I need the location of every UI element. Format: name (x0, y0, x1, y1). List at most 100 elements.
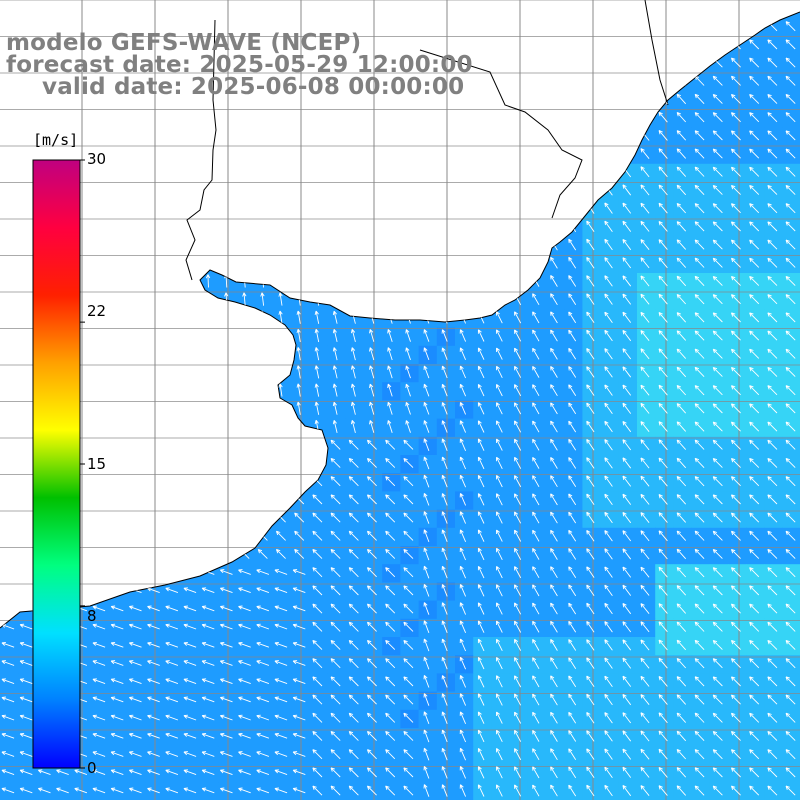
wind-arrow (749, 658, 760, 669)
wind-arrow (785, 476, 796, 487)
wind-arrow (348, 439, 359, 450)
wind-arrow (676, 439, 687, 450)
wind-arrow (712, 603, 723, 614)
wind-arrow (550, 293, 558, 306)
wind-arrow (128, 714, 142, 721)
wind-arrow (496, 657, 503, 670)
wind-arrow (459, 766, 467, 779)
wind-arrow (730, 330, 741, 341)
wind-arrow (604, 275, 613, 287)
wind-arrow (110, 732, 124, 739)
wind-arrow (314, 347, 320, 361)
wind-arrow (387, 383, 393, 397)
wind-arrow (441, 365, 448, 379)
wind-arrow (622, 293, 632, 305)
wind-arrow (532, 566, 540, 579)
wind-arrow (622, 493, 632, 505)
wind-arrow (767, 676, 778, 687)
wind-arrow (423, 583, 430, 597)
wind-arrow (568, 457, 577, 469)
wind-arrow (294, 530, 305, 541)
wind-arrow (423, 438, 430, 452)
wind-arrow (568, 620, 577, 633)
wind-arrow (219, 623, 233, 630)
wind-arrow (314, 401, 320, 415)
wind-arrow (749, 239, 760, 250)
wind-arrow (238, 714, 251, 721)
wind-arrow (550, 584, 558, 597)
wind-arrow (767, 603, 778, 614)
wind-arrow (92, 787, 106, 794)
wind-arrow (694, 530, 705, 541)
wind-arrow (622, 275, 632, 287)
model-title: modelo GEFS-WAVE (NCEP) (6, 30, 362, 56)
wind-arrow (312, 658, 323, 669)
wind-arrow (604, 566, 613, 578)
wind-arrow (694, 712, 705, 723)
wind-arrow (274, 660, 288, 666)
wind-arrow (385, 512, 396, 523)
wind-arrow (676, 421, 687, 432)
wind-arrow (550, 329, 558, 342)
wind-arrow (785, 312, 796, 323)
wind-arrow (712, 239, 723, 250)
wind-arrow (459, 675, 467, 688)
wind-arrow (459, 547, 467, 561)
wind-arrow (514, 511, 522, 524)
wind-arrow (441, 456, 448, 470)
wind-arrow (550, 766, 558, 779)
wind-arrow (496, 329, 503, 342)
wind-arrow (314, 383, 320, 397)
wind-arrow (568, 438, 577, 451)
wind-arrow (496, 729, 503, 743)
wind-arrow (767, 403, 778, 414)
wind-arrow (694, 767, 705, 778)
wind-arrow (330, 476, 341, 487)
wind-arrow (385, 439, 396, 450)
wind-arrow (676, 130, 687, 141)
wind-arrow (330, 494, 341, 505)
wind-arrow (514, 566, 522, 579)
wind-arrow (640, 330, 650, 341)
wind-arrow (183, 623, 197, 630)
wind-arrow (496, 511, 503, 524)
wind-arrow (785, 75, 796, 86)
wind-arrow (604, 329, 613, 342)
wind-arrow (292, 696, 306, 703)
wind-arrow (459, 638, 467, 652)
wind-arrow (110, 641, 124, 648)
wind-arrow (767, 130, 778, 141)
wind-arrow (147, 605, 160, 612)
wind-arrow (767, 567, 778, 578)
wind-arrow (749, 676, 760, 687)
wind-arrow (785, 93, 796, 104)
wind-arrow (712, 639, 723, 650)
wind-arrow (56, 787, 69, 794)
wind-arrow (330, 439, 341, 450)
wind-arrow (785, 403, 796, 414)
wind-arrow (201, 751, 215, 757)
wind-arrow (348, 676, 359, 687)
wind-arrow (658, 785, 668, 796)
wind-arrow (423, 511, 430, 524)
wind-arrow (92, 769, 106, 776)
wind-arrow (385, 494, 396, 505)
wind-arrow (749, 312, 760, 323)
wind-arrow (219, 587, 233, 594)
wind-arrow (676, 93, 687, 105)
wind-arrow (640, 639, 650, 651)
wind-arrow (712, 494, 723, 505)
wind-arrow (694, 239, 705, 250)
wind-arrow (110, 787, 124, 794)
wind-arrow (640, 694, 650, 705)
wind-arrow (330, 548, 341, 559)
wind-arrow (622, 766, 632, 778)
wind-arrow (19, 714, 33, 721)
wind-arrow (730, 730, 741, 741)
wind-arrow (459, 656, 467, 670)
wind-arrow (201, 660, 215, 666)
wind-arrow (694, 312, 705, 323)
wind-arrow (165, 769, 179, 776)
wind-arrow (658, 621, 668, 633)
wind-arrow (405, 329, 411, 342)
